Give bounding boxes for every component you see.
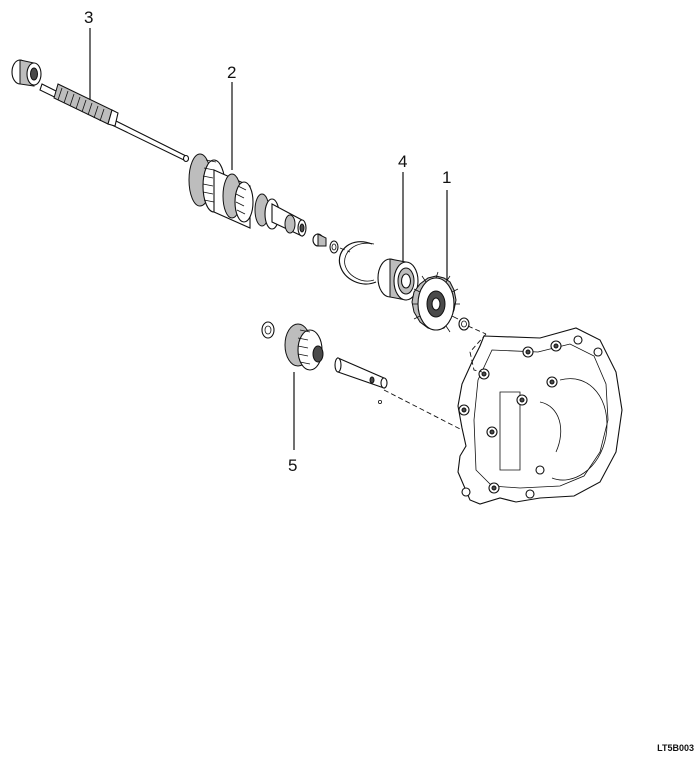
- callout-1: 1: [442, 168, 451, 187]
- callout-3: 3: [84, 8, 93, 27]
- assembly-lines: [339, 247, 487, 431]
- leader-lines: [89, 28, 448, 450]
- washer: [458, 317, 470, 331]
- part-5-idler-gear: [261, 321, 388, 404]
- callout-2: 2: [227, 63, 236, 82]
- needle-bearing: [11, 59, 42, 87]
- callout-4: 4: [398, 152, 407, 171]
- snap-fittings: [312, 233, 339, 254]
- part-3-input-shaft: [11, 59, 190, 163]
- part-2-gear-cluster: [188, 153, 307, 237]
- callout-5: 5: [288, 456, 297, 475]
- part-4-bearing: [338, 241, 419, 301]
- figure-code: LT5B003: [657, 743, 694, 753]
- transmission-case: [457, 327, 623, 505]
- part-1-sprocket: [411, 271, 460, 333]
